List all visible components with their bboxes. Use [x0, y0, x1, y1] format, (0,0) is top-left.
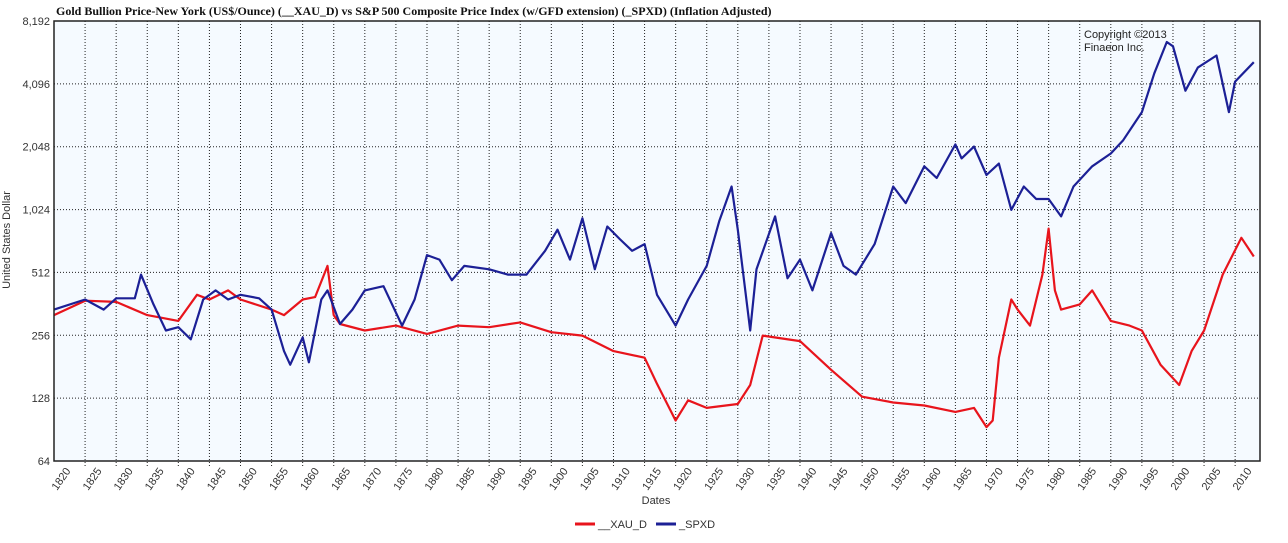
x-tick-label: 1860 [298, 466, 322, 493]
x-tick-label: 1870 [360, 466, 384, 493]
y-tick-label: 64 [38, 456, 50, 468]
y-tick-label: 512 [32, 267, 50, 279]
x-tick-label: 1930 [733, 466, 757, 493]
x-tick-label: 1900 [547, 466, 571, 493]
x-tick-label: 1935 [765, 466, 789, 493]
x-tick-label: 1955 [889, 466, 913, 493]
x-tick-label: 1890 [485, 466, 509, 493]
x-tick-label: 1910 [609, 466, 633, 493]
plot-border [53, 20, 1261, 462]
x-tick-label: 1880 [423, 466, 447, 493]
x-tick-label: 1855 [267, 466, 291, 493]
y-tick-label: 128 [32, 393, 50, 405]
series-line-xau [53, 227, 1255, 429]
copyright-line-2: Finaeon Inc. [1084, 42, 1145, 54]
legend-label-xau: __XAU_D [597, 519, 647, 531]
legend-label-spxd: _SPXD [678, 519, 715, 531]
x-tick-label: 1960 [920, 466, 944, 493]
chart-title: Gold Bullion Price-New York (US$/Ounce) … [56, 4, 772, 18]
x-tick-label: 2005 [1200, 466, 1224, 493]
y-axis-label: United States Dollar [1, 191, 13, 289]
x-tick-label: 1940 [796, 466, 820, 493]
x-tick-label: 1820 [50, 466, 74, 493]
y-tick-label: 8,192 [22, 16, 50, 28]
legend: __XAU_D _SPXD [575, 519, 715, 531]
x-tick-label: 1950 [858, 466, 882, 493]
y-tick-label: 256 [32, 330, 50, 342]
y-tick-label: 1,024 [22, 205, 50, 217]
series-line-spxd [53, 40, 1255, 366]
x-tick-label: 1970 [982, 466, 1006, 493]
series-lines [53, 40, 1255, 429]
x-tick-label: 2010 [1231, 466, 1255, 493]
x-tick-label: 1875 [392, 466, 416, 493]
x-tick-label: 1915 [640, 466, 664, 493]
x-tick-label: 1835 [143, 466, 167, 493]
x-tick-label: 1825 [81, 466, 105, 493]
x-tick-label: 1830 [112, 466, 136, 493]
x-tick-label: 1905 [578, 466, 602, 493]
x-tick-label: 1845 [205, 466, 229, 493]
plot-area [54, 21, 1260, 461]
x-tick-label: 1995 [1138, 466, 1162, 493]
y-tick-label: 2,048 [22, 142, 50, 154]
x-tick-label: 1980 [1044, 466, 1068, 493]
x-axis-label: Dates [642, 495, 671, 507]
copyright-line-1: Copyright ©2013 [1084, 29, 1167, 41]
x-tick-label: 1895 [516, 466, 540, 493]
x-tick-label: 1990 [1106, 466, 1130, 493]
x-tick-label: 2000 [1169, 466, 1193, 493]
x-tick-label: 1865 [329, 466, 353, 493]
x-tick-label: 1945 [827, 466, 851, 493]
x-tick-label: 1840 [174, 466, 198, 493]
x-tick-label: 1885 [454, 466, 478, 493]
x-tick-label: 1850 [236, 466, 260, 493]
x-tick-label: 1965 [951, 466, 975, 493]
x-tick-label: 1925 [702, 466, 726, 493]
x-tick-label: 1920 [671, 466, 695, 493]
x-tick-label: 1975 [1013, 466, 1037, 493]
y-tick-label: 4,096 [22, 79, 50, 91]
x-tick-label: 1985 [1075, 466, 1099, 493]
